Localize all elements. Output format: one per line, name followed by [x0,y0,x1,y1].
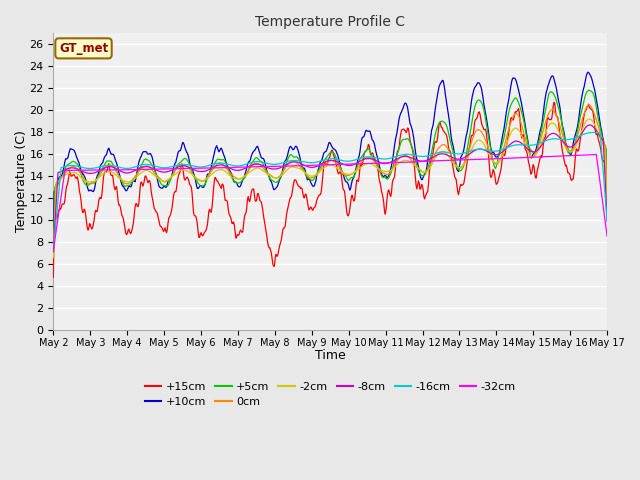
Legend: +15cm, +10cm, +5cm, 0cm, -2cm, -8cm, -16cm, -32cm: +15cm, +10cm, +5cm, 0cm, -2cm, -8cm, -16… [140,377,520,412]
X-axis label: Time: Time [315,349,346,362]
Y-axis label: Temperature (C): Temperature (C) [15,131,28,232]
Text: GT_met: GT_met [59,42,108,55]
Title: Temperature Profile C: Temperature Profile C [255,15,405,29]
